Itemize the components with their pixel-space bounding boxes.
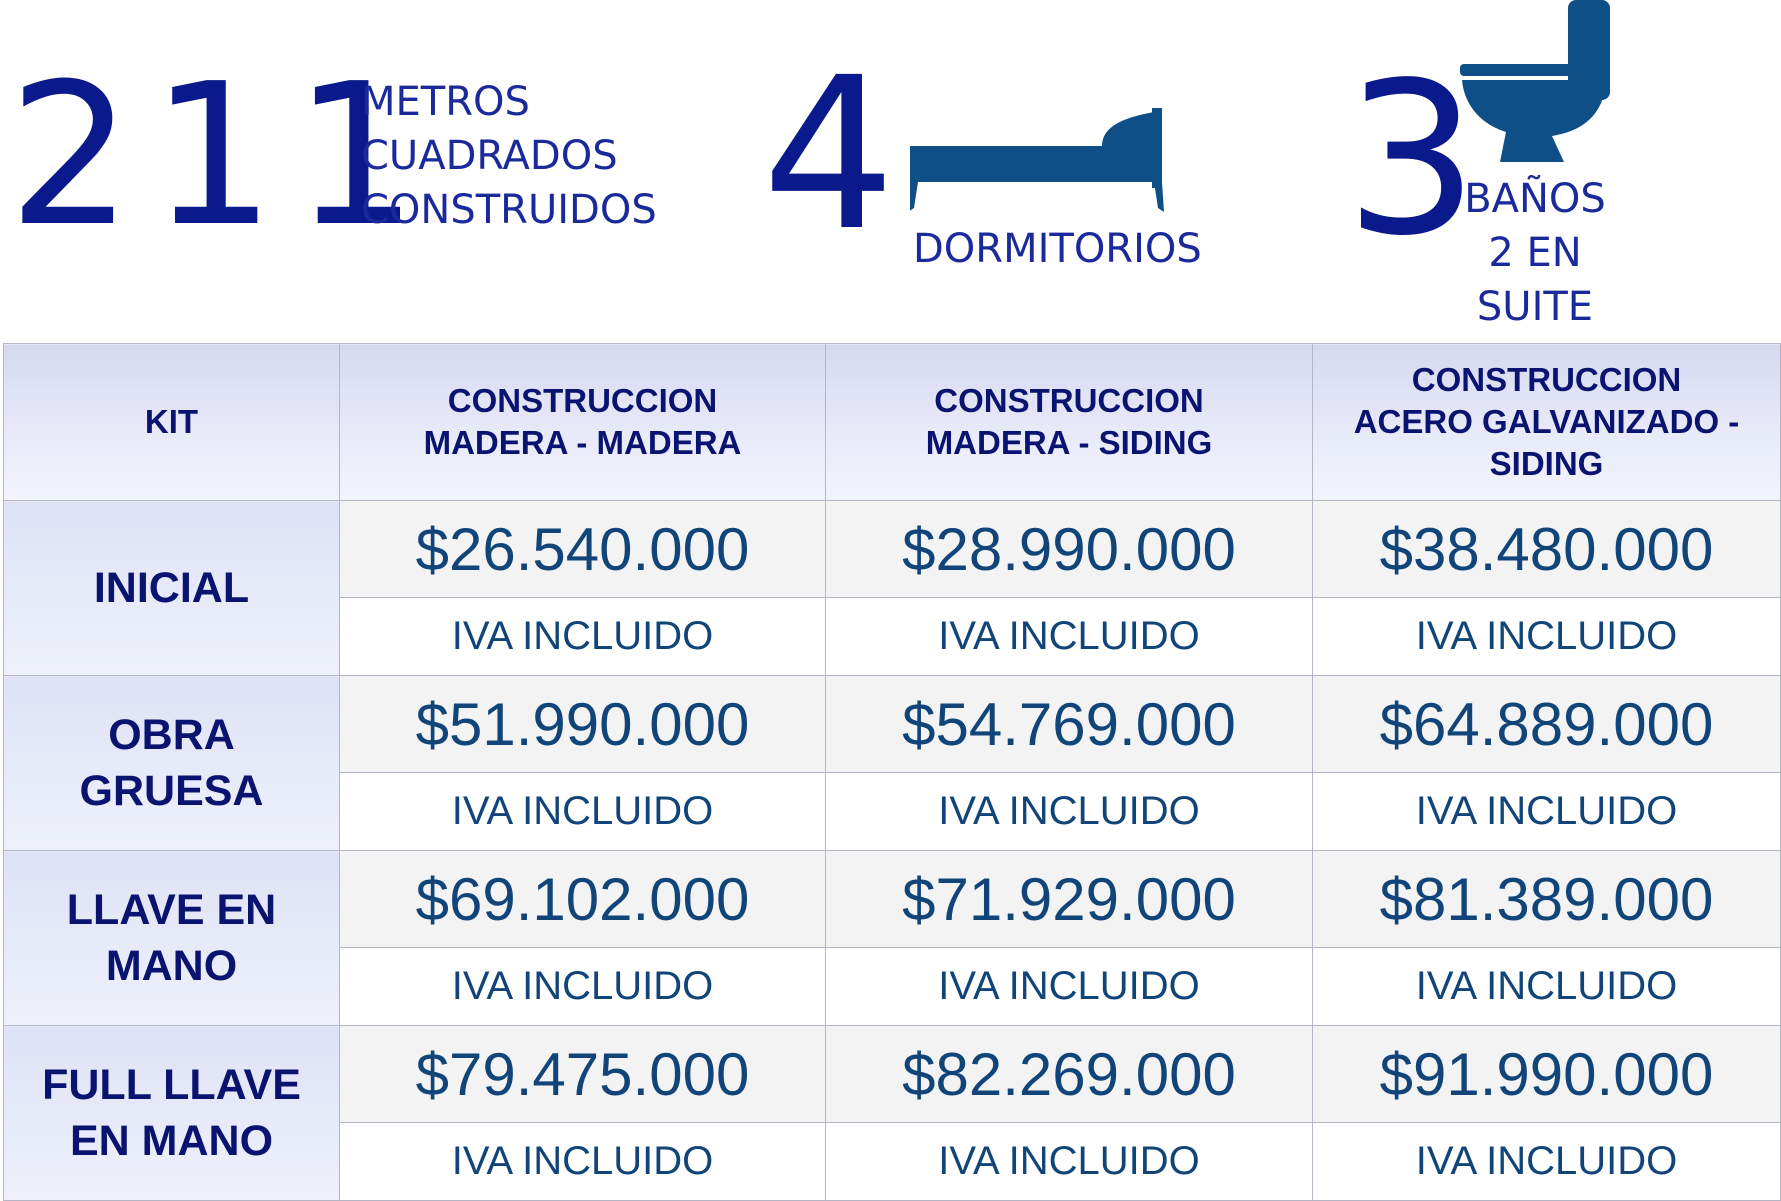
iva-cell: IVA INCLUIDO (825, 772, 1313, 851)
area-label-line: CONSTRUIDOS (361, 187, 657, 233)
iva-cell: IVA INCLUIDO (1312, 947, 1781, 1026)
price-cell: $79.475.000 (339, 1025, 826, 1123)
header-line: MADERA - SIDING (925, 424, 1213, 461)
baths-value: 3 (1345, 37, 1479, 282)
table-row-iva: IVA INCLUIDO IVA INCLUIDO IVA INCLUIDO (4, 772, 1781, 851)
bed-icon (910, 108, 1164, 212)
header-line: SIDING (1489, 445, 1604, 482)
area-label: METROS CUADRADOS CONSTRUIDOS (361, 75, 657, 237)
header-line: CONSTRUCCION (934, 382, 1204, 419)
header-kit: KIT (3, 343, 340, 501)
table-row-price: LLAVE EN MANO $69.102.000 $71.929.000 $8… (3, 850, 1781, 1026)
table-row-price: FULL LLAVE EN MANO $79.475.000 $82.269.0… (3, 1025, 1781, 1201)
iva-cell: IVA INCLUIDO (339, 947, 826, 1026)
iva-cell: IVA INCLUIDO (1312, 1122, 1781, 1201)
iva-cell: IVA INCLUIDO (1312, 597, 1781, 676)
table-header-row: KIT CONSTRUCCION MADERA - MADERA CONSTRU… (3, 343, 1781, 501)
kit-label-line: INICIAL (93, 564, 250, 612)
header-line: ACERO GALVANIZADO - (1353, 403, 1740, 440)
kit-label-line: FULL LLAVE (42, 1061, 301, 1109)
header-acero-siding: CONSTRUCCION ACERO GALVANIZADO - SIDING (1312, 343, 1781, 501)
price-cell: $69.102.000 (339, 850, 826, 948)
iva-cell: IVA INCLUIDO (825, 1122, 1313, 1201)
kit-label-line: OBRA (108, 711, 235, 759)
area-value: 211 (8, 42, 437, 270)
table-row-iva: IVA INCLUIDO IVA INCLUIDO IVA INCLUIDO (4, 947, 1781, 1026)
bedrooms-value: 4 (762, 32, 896, 277)
kit-label-line: LLAVE EN (66, 886, 277, 934)
area-label-line: METROS (361, 79, 530, 125)
price-cell: $54.769.000 (825, 675, 1313, 773)
baths-label: BAÑOS 2 EN SUITE (1460, 172, 1610, 334)
price-cell: $28.990.000 (825, 500, 1313, 598)
kit-label-line: EN MANO (69, 1117, 274, 1165)
area-label-line: CUADRADOS (361, 133, 618, 179)
header-madera-siding: CONSTRUCCION MADERA - SIDING (825, 343, 1313, 501)
price-cell: $81.389.000 (1312, 850, 1781, 948)
table-row-price: INICIAL $26.540.000 $28.990.000 $38.480.… (3, 500, 1781, 676)
baths-label-line: 2 EN (1488, 230, 1582, 276)
baths-label-line: BAÑOS (1464, 176, 1606, 222)
iva-cell: IVA INCLUIDO (825, 947, 1313, 1026)
header-line: CONSTRUCCION (447, 382, 718, 419)
kit-label-line: MANO (105, 942, 238, 990)
price-cell: $64.889.000 (1312, 675, 1781, 773)
iva-cell: IVA INCLUIDO (1312, 772, 1781, 851)
iva-cell: IVA INCLUIDO (339, 597, 826, 676)
price-cell: $38.480.000 (1312, 500, 1781, 598)
iva-cell: IVA INCLUIDO (339, 772, 826, 851)
iva-cell: IVA INCLUIDO (825, 597, 1313, 676)
price-cell: $51.990.000 (339, 675, 826, 773)
kit-label-line: GRUESA (79, 767, 264, 815)
price-cell: $82.269.000 (825, 1025, 1313, 1123)
header-line: CONSTRUCCION (1411, 361, 1682, 398)
kit-obra-gruesa: OBRA GRUESA (3, 675, 340, 851)
header-line: MADERA - MADERA (423, 424, 742, 461)
toilet-icon (1460, 0, 1610, 162)
price-table: KIT CONSTRUCCION MADERA - MADERA CONSTRU… (3, 343, 1781, 1201)
table-row-iva: IVA INCLUIDO IVA INCLUIDO IVA INCLUIDO (4, 1122, 1781, 1201)
bedrooms-label: DORMITORIOS (913, 226, 1202, 272)
kit-llave-en-mano: LLAVE EN MANO (3, 850, 340, 1026)
price-cell: $91.990.000 (1312, 1025, 1781, 1123)
kit-inicial: INICIAL (3, 500, 340, 676)
iva-cell: IVA INCLUIDO (339, 1122, 826, 1201)
kit-full-llave-en-mano: FULL LLAVE EN MANO (3, 1025, 340, 1201)
price-cell: $26.540.000 (339, 500, 826, 598)
price-cell: $71.929.000 (825, 850, 1313, 948)
table-row-iva: IVA INCLUIDO IVA INCLUIDO IVA INCLUIDO (4, 597, 1781, 676)
table-row-price: OBRA GRUESA $51.990.000 $54.769.000 $64.… (3, 675, 1781, 851)
header-madera-madera: CONSTRUCCION MADERA - MADERA (339, 343, 826, 501)
baths-label-line: SUITE (1476, 284, 1594, 330)
